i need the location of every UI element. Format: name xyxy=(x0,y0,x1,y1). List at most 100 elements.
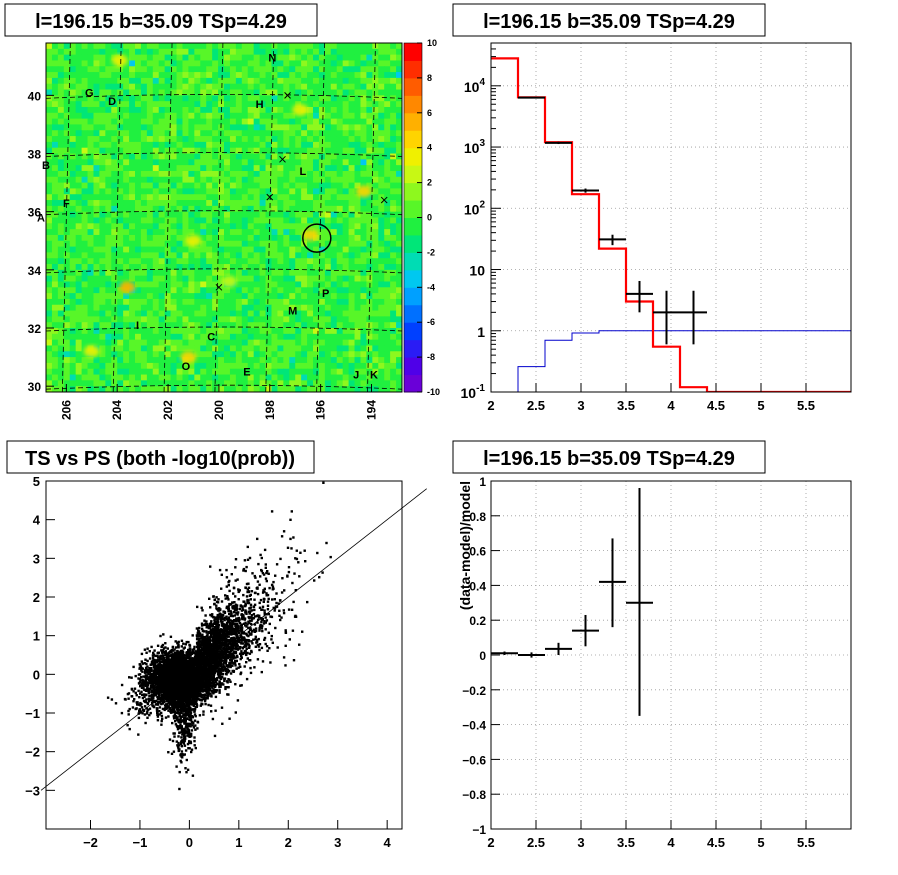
skymap-pixel xyxy=(301,147,308,155)
skymap-pixel xyxy=(396,345,402,352)
skymap-pixel xyxy=(218,333,225,341)
skymap-pixel xyxy=(342,95,350,102)
skymap-pixel xyxy=(46,159,53,166)
skymap-pixel xyxy=(188,101,195,108)
skymap-pixel xyxy=(46,89,53,96)
skymap-pixel xyxy=(295,374,302,381)
skymap-pixel xyxy=(46,240,53,248)
skymap-pixel xyxy=(336,77,344,85)
skymap-pixel xyxy=(69,333,77,341)
skymap-pixel xyxy=(366,153,373,160)
skymap-pixel xyxy=(271,252,278,259)
skymap-pixel xyxy=(259,205,267,213)
skymap-pixel xyxy=(366,194,373,201)
skymap-pixel xyxy=(194,322,201,329)
skymap-pixel xyxy=(218,176,225,184)
skymap-pixel xyxy=(51,234,59,242)
skymap-pixel xyxy=(200,287,207,294)
skymap-pixel xyxy=(241,182,249,189)
scatter-point xyxy=(226,595,229,598)
skymap-pixel xyxy=(75,374,83,381)
skymap-pixel xyxy=(146,275,154,282)
skymap-pixel xyxy=(265,223,272,230)
spectrum-ytick-exp: 4 xyxy=(479,77,485,88)
skymap-pixel xyxy=(99,182,106,189)
skymap-pixel xyxy=(46,322,53,329)
skymap-pixel xyxy=(324,182,332,189)
skymap-pixel xyxy=(194,264,201,271)
skymap-pixel xyxy=(164,176,172,184)
skymap-pixel xyxy=(247,153,255,160)
skymap-pixel xyxy=(51,362,59,370)
skymap-pixel xyxy=(81,362,89,370)
skymap-pixel xyxy=(140,264,148,271)
skymap-pixel xyxy=(366,95,373,102)
skymap-pixel xyxy=(170,118,178,125)
skymap-pixel xyxy=(307,258,314,265)
skymap-pixel xyxy=(235,83,243,91)
skymap-pixel xyxy=(111,229,118,236)
skymap-pixel xyxy=(224,170,231,178)
skymap-pixel xyxy=(140,362,148,370)
skymap-pixel xyxy=(372,60,379,67)
skymap-pixel xyxy=(336,223,344,230)
skymap-pixel xyxy=(99,252,106,259)
skymap-pixel xyxy=(384,357,391,364)
skymap-pixel xyxy=(224,95,231,102)
skymap-pixel xyxy=(224,176,231,184)
skymap-pixel xyxy=(378,217,385,224)
skymap-pixel xyxy=(342,328,350,335)
skymap-pixel xyxy=(241,141,249,149)
skymap-pixel xyxy=(129,124,136,131)
skymap-pixel xyxy=(111,170,118,178)
skymap-pixel xyxy=(330,77,338,85)
skymap-pixel xyxy=(200,258,207,265)
skymap-pixel xyxy=(51,200,59,207)
skymap-pixel xyxy=(224,106,231,114)
skymap-pixel xyxy=(99,258,106,265)
skymap-pixel xyxy=(390,83,397,91)
skymap-pixel xyxy=(87,83,94,91)
skymap-pixel xyxy=(235,264,243,271)
skymap-pixel xyxy=(384,89,391,96)
skymap-pixel xyxy=(200,66,207,73)
skymap-pixel xyxy=(324,246,332,253)
skymap-pixel xyxy=(212,252,219,259)
skymap-pixel xyxy=(384,351,391,358)
skymap-pixel xyxy=(253,48,261,56)
skymap-pixel xyxy=(170,333,178,341)
skymap-pixel xyxy=(176,304,183,312)
skymap-pixel xyxy=(348,147,356,155)
skymap-pixel xyxy=(330,357,338,364)
skymap-pixel xyxy=(342,77,350,85)
skymap-pixel xyxy=(265,124,272,131)
skymap-pixel xyxy=(140,188,148,195)
skymap-pixel xyxy=(366,66,373,73)
colorbar-segment xyxy=(404,200,422,218)
skymap-pixel xyxy=(384,298,391,306)
skymap-pixel xyxy=(46,118,53,125)
skymap-pixel xyxy=(170,153,178,160)
skymap-pixel xyxy=(224,72,231,79)
skymap-pixel xyxy=(295,130,302,137)
skymap-pixel xyxy=(247,43,255,50)
skymap-pixel xyxy=(271,170,278,178)
spectrum-ytick-label: 103 xyxy=(464,138,486,156)
skymap-pixel xyxy=(348,211,356,218)
skymap-pixel xyxy=(271,165,278,172)
skymap-pixel xyxy=(378,77,385,85)
scatter-point xyxy=(193,739,196,743)
skymap-pixel xyxy=(295,264,302,271)
skymap-pixel xyxy=(366,246,373,253)
skymap-pixel xyxy=(318,95,326,102)
skymap-pixel xyxy=(289,234,296,242)
skymap-source-label: M xyxy=(288,306,297,318)
skymap-pixel xyxy=(271,281,278,288)
skymap-pixel xyxy=(313,298,320,306)
skymap-pixel xyxy=(313,351,320,358)
skymap-pixel xyxy=(224,304,231,312)
skymap-pixel xyxy=(336,176,344,184)
skymap-pixel xyxy=(81,141,89,149)
skymap-pixel xyxy=(295,54,302,61)
skymap-pixel xyxy=(354,293,361,300)
